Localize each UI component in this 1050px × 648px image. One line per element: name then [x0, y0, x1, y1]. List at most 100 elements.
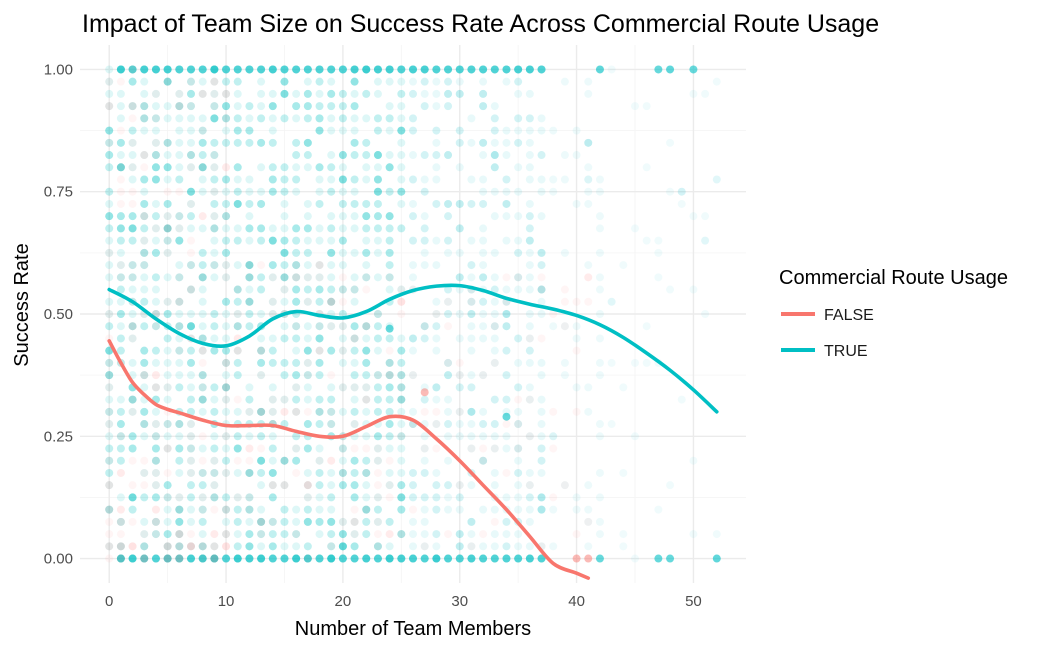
scatter-point-true [373, 126, 382, 135]
scatter-point-false [432, 420, 441, 429]
scatter-point-true [187, 346, 195, 355]
scatter-point-true [140, 212, 149, 221]
scatter-point-false [128, 481, 137, 490]
scatter-point-true [502, 310, 511, 318]
scatter-point-false [268, 297, 277, 306]
scatter-point-true [198, 285, 207, 294]
scatter-point-true [292, 554, 301, 563]
scatter-point-true [175, 273, 184, 282]
scatter-point-false [210, 542, 219, 551]
scatter-point-true [140, 346, 149, 355]
scatter-point-true [210, 114, 219, 123]
scatter-point-true [105, 444, 114, 453]
scatter-point-true [327, 542, 336, 551]
scatter-point-true [362, 358, 371, 367]
scatter-point-true [549, 505, 558, 514]
scatter-point-true [175, 138, 184, 147]
scatter-point-true [338, 542, 347, 551]
scatter-point-true [444, 456, 453, 465]
scatter-point-false [373, 542, 382, 551]
scatter-point-true [175, 530, 184, 539]
scatter-point-true [163, 530, 172, 539]
scatter-point-true [631, 554, 639, 563]
scatter-point-true [292, 65, 301, 74]
scatter-point-true [245, 297, 254, 306]
scatter-point-true [175, 310, 184, 318]
scatter-point-true [257, 224, 266, 233]
scatter-point-true [151, 248, 160, 257]
scatter-point-true [350, 468, 359, 477]
scatter-point-true [280, 163, 289, 172]
scatter-point-false [560, 285, 569, 294]
scatter-point-true [385, 554, 394, 563]
scatter-point-true [338, 481, 347, 490]
scatter-point-false [198, 212, 207, 221]
scatter-point-true [537, 456, 546, 465]
scatter-point-true [257, 554, 266, 563]
scatter-point-true [444, 65, 453, 74]
scatter-point-true [502, 310, 511, 318]
scatter-point-true [233, 554, 242, 563]
scatter-point-true [105, 187, 114, 196]
scatter-point-true [373, 65, 382, 74]
scatter-point-true [280, 77, 289, 86]
scatter-point-true [140, 126, 149, 135]
scatter-point-true [280, 175, 289, 184]
scatter-point-true [315, 334, 324, 343]
scatter-point-true [245, 432, 254, 441]
scatter-point-true [350, 407, 359, 416]
scatter-point-false [163, 444, 172, 453]
scatter-point-true [303, 346, 312, 355]
scatter-point-false [105, 481, 114, 490]
scatter-point-true [151, 456, 160, 465]
scatter-point-true [689, 89, 698, 98]
scatter-point-true [292, 261, 301, 270]
scatter-point-false [222, 383, 231, 392]
scatter-point-false [175, 505, 184, 514]
scatter-point-true [116, 163, 125, 172]
scatter-point-true [350, 517, 359, 526]
scatter-point-true [420, 151, 429, 160]
scatter-point-true [198, 383, 207, 392]
scatter-point-true [327, 383, 336, 392]
scatter-point-true [187, 481, 195, 490]
scatter-point-false [128, 114, 137, 123]
scatter-point-true [420, 493, 429, 502]
scatter-point-true [268, 530, 277, 539]
scatter-point-true [233, 126, 242, 135]
scatter-point-false [175, 530, 184, 539]
scatter-point-true [631, 432, 639, 441]
scatter-point-true [432, 383, 441, 392]
scatter-point-true [338, 89, 347, 98]
scatter-point-true [116, 114, 125, 123]
scatter-point-true [292, 236, 301, 245]
scatter-point-true [303, 322, 312, 331]
scatter-point-false [350, 285, 359, 294]
scatter-point-true [210, 322, 219, 331]
scatter-point-true [490, 187, 499, 196]
scatter-point-true [198, 334, 207, 343]
scatter-point-true [327, 554, 336, 563]
scatter-point-false [175, 346, 184, 355]
scatter-point-true [222, 248, 231, 257]
scatter-point-true [338, 468, 347, 477]
scatter-point-false [140, 371, 149, 380]
scatter-point-true [163, 65, 172, 74]
scatter-point-true [315, 65, 324, 74]
scatter-point-true [479, 187, 488, 196]
scatter-point-true [140, 248, 149, 257]
scatter-point-true [245, 261, 254, 270]
scatter-point-true [327, 163, 336, 172]
scatter-point-true [163, 138, 172, 147]
scatter-point-true [514, 65, 523, 74]
scatter-point-true [490, 126, 499, 135]
scatter-point-true [233, 432, 242, 441]
scatter-point-true [490, 481, 499, 490]
scatter-point-true [479, 199, 488, 208]
scatter-point-true [268, 334, 277, 343]
scatter-point-true [490, 212, 499, 221]
scatter-point-true [140, 261, 149, 270]
scatter-point-true [315, 407, 324, 416]
scatter-point-true [338, 530, 347, 539]
scatter-point-false [140, 542, 149, 551]
